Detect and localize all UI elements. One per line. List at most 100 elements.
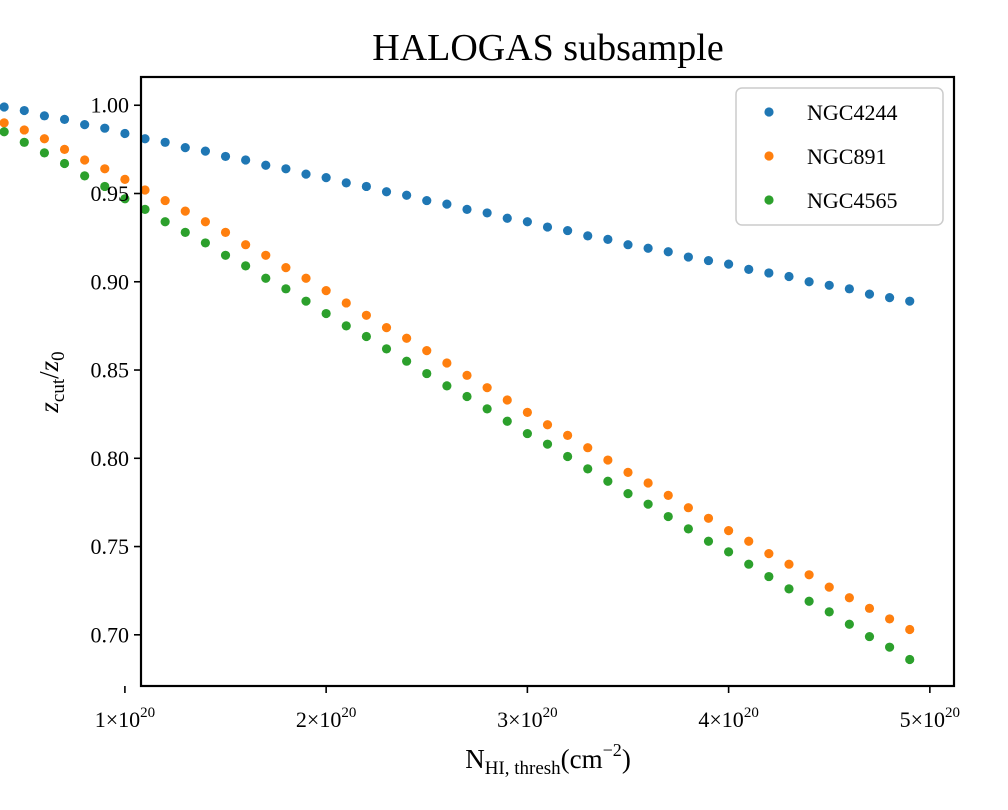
- point-NGC4565-13: [241, 261, 251, 271]
- y-tick-label-5: 0.95: [91, 181, 130, 206]
- point-NGC4244-42: [824, 280, 834, 290]
- point-NGC4244-41: [804, 277, 814, 287]
- point-NGC891-17: [321, 285, 331, 296]
- x-tick-label-0: 1×1020: [95, 705, 155, 732]
- point-NGC4244-38: [744, 264, 754, 275]
- point-NGC4244-34: [663, 247, 673, 257]
- point-NGC4244-21: [402, 190, 412, 200]
- point-NGC891-41: [804, 570, 814, 580]
- point-NGC891-46: [905, 624, 915, 635]
- point-NGC4244-35: [683, 252, 693, 262]
- point-NGC891-33: [643, 478, 653, 488]
- y-tick-label-6: 1.00: [91, 93, 130, 118]
- series-NGC4244: [0, 102, 915, 306]
- point-NGC4244-17: [321, 173, 331, 183]
- point-NGC4565-36: [703, 536, 714, 546]
- y-axis: 0.70 0.75 0.80 0.85 0.90 0.95 1.00: [91, 93, 141, 647]
- point-NGC4565-14: [261, 273, 271, 283]
- point-NGC4565-35: [683, 524, 693, 534]
- legend-label-NGC4565: NGC4565: [807, 188, 897, 213]
- point-NGC4565-43: [844, 619, 854, 629]
- point-NGC4565-37: [724, 547, 734, 557]
- point-NGC4565-1: [0, 127, 9, 137]
- legend-marker-NGC891: [764, 151, 774, 161]
- point-NGC4244-33: [643, 243, 653, 253]
- point-NGC891-16: [301, 273, 311, 283]
- point-NGC4244-36: [703, 255, 714, 266]
- point-NGC4244-1: [0, 102, 9, 112]
- plot-frame: [139, 75, 956, 688]
- point-NGC4244-28: [542, 222, 553, 232]
- point-NGC4565-42: [824, 607, 834, 617]
- point-NGC4244-14: [261, 160, 271, 170]
- point-NGC891-36: [703, 513, 714, 523]
- point-NGC4565-31: [603, 476, 613, 486]
- point-NGC891-14: [261, 250, 271, 260]
- point-NGC4565-23: [442, 381, 452, 391]
- point-NGC891-27: [522, 407, 532, 417]
- point-NGC4565-19: [361, 331, 371, 342]
- legend-marker-NGC4244: [764, 107, 774, 117]
- point-NGC4565-34: [663, 511, 673, 522]
- legend-box: [735, 87, 944, 226]
- point-NGC4244-15: [281, 164, 291, 174]
- point-NGC4565-28: [542, 439, 553, 449]
- point-NGC891-34: [663, 490, 673, 500]
- point-NGC4565-29: [563, 451, 573, 462]
- point-NGC891-2: [19, 125, 29, 135]
- point-NGC891-3: [39, 134, 50, 144]
- point-NGC4565-24: [462, 391, 472, 402]
- point-NGC891-38: [744, 536, 754, 546]
- point-NGC891-19: [361, 310, 371, 320]
- point-NGC891-42: [824, 582, 834, 592]
- point-NGC891-25: [482, 383, 492, 393]
- point-NGC891-15: [281, 263, 291, 273]
- point-NGC4565-46: [905, 654, 915, 665]
- legend-marker-NGC4565: [764, 195, 774, 205]
- y-tick-label-3: 0.85: [91, 358, 130, 383]
- point-NGC4244-5: [80, 120, 90, 130]
- point-NGC891-10: [180, 206, 190, 216]
- point-NGC891-39: [764, 549, 774, 559]
- point-NGC4244-29: [563, 225, 573, 236]
- point-NGC4244-10: [180, 143, 190, 153]
- point-NGC4565-9: [160, 217, 170, 227]
- x-tick-label-2: 3×1020: [497, 705, 557, 732]
- point-NGC4565-5: [80, 171, 90, 181]
- point-NGC4244-3: [39, 111, 50, 121]
- point-NGC891-6: [100, 164, 110, 174]
- point-NGC4565-30: [583, 464, 593, 474]
- legend-label-NGC4244: NGC4244: [807, 100, 897, 125]
- point-NGC891-22: [422, 346, 432, 356]
- point-NGC4244-32: [623, 240, 633, 250]
- point-NGC4244-6: [100, 123, 110, 133]
- point-NGC891-9: [160, 195, 170, 206]
- point-NGC4244-19: [361, 181, 371, 192]
- x-axis: 1×1020 2×1020 3×1020 4×1020 5×1020: [95, 686, 960, 732]
- point-NGC4244-22: [422, 195, 432, 206]
- point-NGC4244-8: [140, 134, 150, 144]
- point-NGC4565-44: [864, 631, 875, 642]
- point-NGC4244-9: [160, 137, 170, 147]
- point-NGC4244-39: [764, 268, 774, 278]
- point-NGC4565-12: [220, 250, 231, 260]
- point-NGC4244-18: [341, 178, 351, 188]
- point-NGC891-5: [80, 155, 90, 165]
- point-NGC891-24: [462, 370, 472, 380]
- y-tick-label-1: 0.75: [91, 534, 130, 559]
- point-NGC891-13: [241, 240, 251, 250]
- point-NGC891-30: [583, 443, 593, 453]
- legend: NGC4244 NGC891 NGC4565: [735, 87, 944, 226]
- point-NGC4565-38: [744, 559, 754, 569]
- point-NGC891-26: [502, 395, 512, 405]
- point-NGC891-37: [724, 526, 734, 536]
- point-NGC4244-11: [200, 146, 210, 156]
- point-NGC4565-25: [482, 404, 492, 414]
- point-NGC891-7: [120, 174, 130, 184]
- point-NGC891-1: [0, 118, 9, 128]
- point-NGC4244-30: [583, 231, 593, 241]
- point-NGC4565-41: [804, 596, 814, 606]
- y-tick-label-2: 0.80: [91, 446, 130, 471]
- point-NGC891-11: [200, 217, 210, 227]
